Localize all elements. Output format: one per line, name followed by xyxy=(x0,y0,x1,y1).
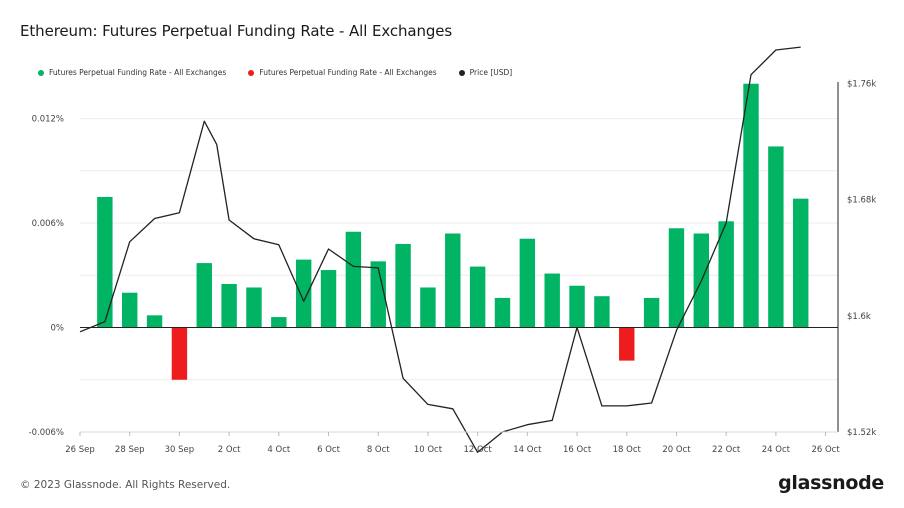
y-left-tick-label: 0.012% xyxy=(32,115,64,125)
funding-bar-positive xyxy=(743,83,759,328)
y-left-tick-label: -0.006% xyxy=(29,428,64,438)
funding-bar-positive xyxy=(196,263,212,328)
axes: -0.006% 0% 0.006% 0.012% $1.52k $1.6k $1.68k $1… xyxy=(29,79,877,455)
funding-bar-positive xyxy=(345,231,362,328)
copyright: © 2023 Glassnode. All Rights Reserved. xyxy=(20,479,231,491)
x-tick-label: 28 Sep xyxy=(115,445,145,455)
legend-item-price[interactable]: Price [USD] xyxy=(458,68,513,77)
x-tick-label: 6 Oct xyxy=(317,445,340,455)
x-tick-label: 20 Oct xyxy=(662,445,691,455)
legend-item-funding-negative[interactable]: Futures Perpetual Funding Rate - All Exc… xyxy=(248,68,437,77)
legend-dot-green xyxy=(38,69,44,76)
funding-bar-positive xyxy=(643,297,660,328)
x-tick-label: 30 Sep xyxy=(165,445,195,455)
funding-bar-positive xyxy=(271,317,287,328)
chart-title: Ethereum: Futures Perpetual Funding Rate… xyxy=(20,22,453,40)
legend-item-funding-positive[interactable]: Futures Perpetual Funding Rate - All Exc… xyxy=(38,68,226,77)
legend-label-funding-positive: Futures Perpetual Funding Rate - All Exc… xyxy=(49,68,227,77)
funding-bar-negative xyxy=(619,327,635,361)
funding-bar-positive xyxy=(594,296,610,328)
x-tick-label: 16 Oct xyxy=(563,445,592,455)
funding-bar-positive xyxy=(221,283,237,328)
funding-bar-positive xyxy=(320,270,337,328)
funding-bar-positive xyxy=(122,292,138,328)
funding-bar-positive xyxy=(246,287,262,328)
x-tick-label: 4 Oct xyxy=(267,445,290,455)
funding-bar-positive xyxy=(718,221,734,328)
funding-bar-positive xyxy=(395,243,411,328)
legend-dot-red xyxy=(248,69,255,76)
y-right-tick-label: $1.76k xyxy=(847,79,876,89)
funding-bar-positive xyxy=(519,238,536,328)
funding-bar-positive xyxy=(420,287,436,328)
legend: Futures Perpetual Funding Rate - All Exc… xyxy=(38,68,534,77)
y-left-tick-label: 0.006% xyxy=(32,219,64,229)
x-tick-label: 14 Oct xyxy=(513,445,542,455)
legend-label-price: Price [USD] xyxy=(469,68,513,77)
x-tick-label: 26 Sep xyxy=(65,445,95,455)
x-tick-label: 8 Oct xyxy=(367,445,390,455)
funding-bar-positive xyxy=(768,146,784,328)
y-right-tick-label: $1.6k xyxy=(847,312,871,322)
x-tick-label: 22 Oct xyxy=(712,445,741,455)
x-tick-label: 26 Oct xyxy=(811,445,840,455)
funding-bar-positive xyxy=(569,285,585,328)
y-right-tick-label: $1.68k xyxy=(847,196,876,206)
funding-bar-positive xyxy=(793,198,809,328)
x-tick-label: 2 Oct xyxy=(218,445,241,455)
funding-bars xyxy=(97,83,809,380)
legend-dot-black xyxy=(458,69,465,76)
funding-bar-positive xyxy=(445,233,461,328)
y-left-tick-label: 0% xyxy=(51,324,65,334)
funding-bar-positive xyxy=(146,315,163,328)
y-right-tick-label: $1.52k xyxy=(847,428,876,438)
price-line-group xyxy=(79,46,801,453)
funding-bar-positive xyxy=(494,297,511,328)
price-line xyxy=(79,46,801,453)
x-tick-label: 18 Oct xyxy=(613,445,642,455)
funding-bar-positive xyxy=(668,228,685,328)
funding-bar-positive xyxy=(97,196,113,328)
funding-bar-positive xyxy=(295,259,312,328)
funding-bar-positive xyxy=(544,273,560,328)
x-tick-label: 24 Oct xyxy=(762,445,791,455)
funding-bar-positive xyxy=(370,261,386,328)
funding-bar-negative xyxy=(171,327,188,380)
brand-logo: glassnode xyxy=(778,472,884,494)
legend-label-funding-negative: Futures Perpetual Funding Rate - All Exc… xyxy=(259,68,437,77)
funding-bar-positive xyxy=(469,266,486,328)
x-tick-label: 10 Oct xyxy=(414,445,443,455)
x-tick-label: 12 Oct xyxy=(464,445,493,455)
